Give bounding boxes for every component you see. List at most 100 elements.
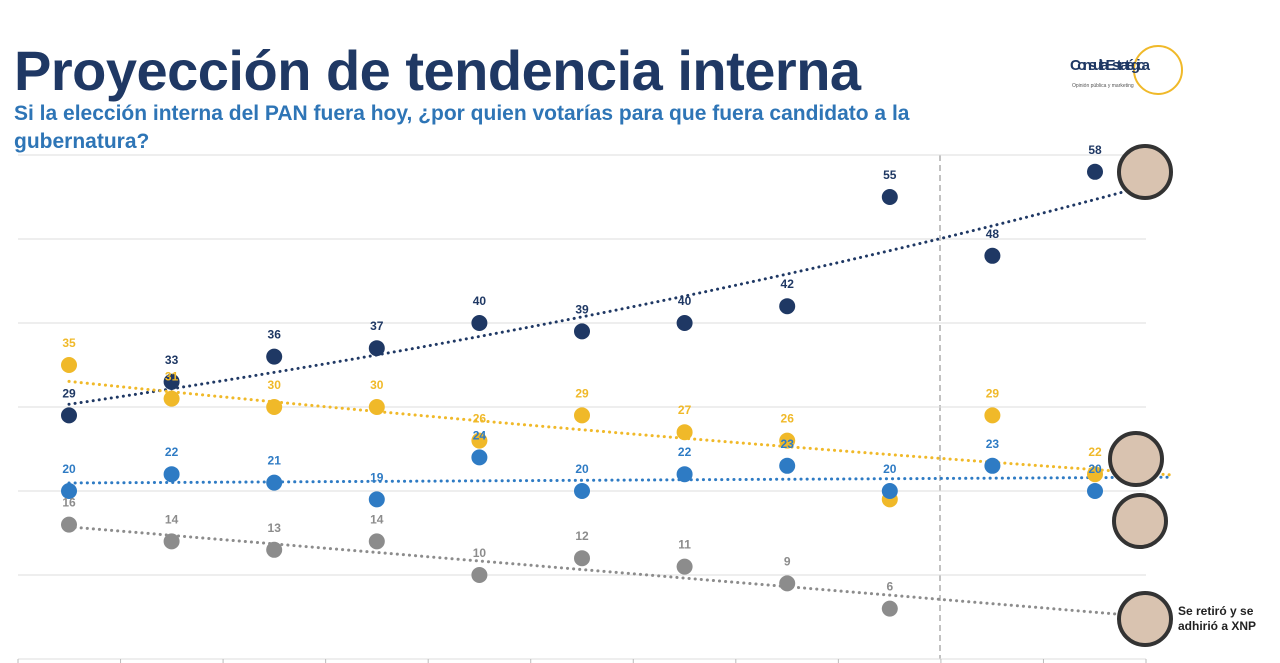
data-label: 23 <box>781 437 795 451</box>
annotation-box: Se retiró y se adhirió a XNP <box>1178 604 1257 633</box>
point <box>881 189 898 205</box>
point <box>61 357 77 373</box>
photo <box>1117 144 1173 200</box>
data-label: 20 <box>883 462 897 476</box>
point <box>368 340 385 357</box>
annotation: Se retiró y se adhirió a XNP <box>1178 604 1257 633</box>
point <box>266 348 283 365</box>
logo-name: Consulta Estratégica <box>1070 57 1151 74</box>
data-label: 29 <box>986 386 1000 400</box>
point <box>163 466 180 483</box>
point <box>984 247 1001 264</box>
data-label: 31 <box>165 370 179 384</box>
data-label: 23 <box>986 437 1000 451</box>
data-label: 55 <box>883 168 897 182</box>
data-label: 58 <box>1088 143 1102 157</box>
data-label: 26 <box>781 412 795 426</box>
photo <box>1108 431 1164 487</box>
data-label: 26 <box>473 412 487 426</box>
data-label: 24 <box>473 428 487 442</box>
point <box>779 575 796 592</box>
data-label: 11 <box>678 538 691 552</box>
data-label: 20 <box>575 462 589 476</box>
data-label: 48 <box>986 227 1000 241</box>
data-label: 42 <box>781 277 795 291</box>
point <box>471 315 488 331</box>
photo <box>1112 493 1168 549</box>
point <box>574 483 590 499</box>
point <box>1087 163 1103 180</box>
data-label: 33 <box>165 353 179 367</box>
trendline <box>67 379 1174 477</box>
point <box>61 483 77 499</box>
point <box>266 474 283 491</box>
point <box>471 567 488 583</box>
logo-tagline: Opinión pública y marketing <box>1072 83 1134 89</box>
point <box>266 399 283 415</box>
data-label: 12 <box>575 529 589 543</box>
data-label: 9 <box>784 554 791 568</box>
point <box>368 491 385 508</box>
data-label: 21 <box>268 454 282 468</box>
data-label: 20 <box>1088 462 1102 476</box>
logo-ring <box>1133 45 1183 95</box>
point <box>61 516 77 533</box>
data-label: 40 <box>678 294 692 308</box>
data-label: 29 <box>62 386 76 400</box>
data-label: 6 <box>886 580 893 594</box>
data-label: 19 <box>370 470 384 484</box>
point <box>368 399 385 415</box>
data-label: 27 <box>678 403 692 417</box>
chart-title: Proyección de tendencia interna <box>14 39 861 102</box>
photos <box>1108 144 1173 647</box>
photo <box>1117 591 1173 647</box>
point <box>881 600 898 617</box>
point <box>676 424 693 441</box>
point <box>1087 466 1103 483</box>
data-label: 13 <box>268 521 282 535</box>
data-label: 36 <box>268 328 282 342</box>
point <box>779 298 796 315</box>
logo: Consulta Estratégica Opinión pública y m… <box>1070 45 1183 95</box>
point <box>1087 483 1103 499</box>
point <box>163 373 180 390</box>
point <box>574 550 590 567</box>
point <box>676 558 693 575</box>
trendline <box>67 525 1174 621</box>
data-label: 20 <box>62 462 76 476</box>
point <box>163 533 180 550</box>
point <box>676 315 693 331</box>
point <box>471 449 488 466</box>
data-label: 14 <box>370 512 384 526</box>
point <box>266 541 283 558</box>
data-label: 39 <box>575 302 589 316</box>
chart-subtitle: Si la elección interna del PAN fuera hoy… <box>14 102 910 153</box>
point <box>574 323 590 340</box>
point <box>984 457 1001 474</box>
data-label: 16 <box>62 496 76 510</box>
data-label: 30 <box>268 378 282 392</box>
point <box>163 390 180 407</box>
trendline <box>67 177 1174 406</box>
data-label: 22 <box>678 445 692 459</box>
data-label: 14 <box>165 512 179 526</box>
data-label: 29 <box>575 386 589 400</box>
data-label: 40 <box>473 294 487 308</box>
data-label: 22 <box>165 445 179 459</box>
point <box>574 407 590 424</box>
data-label: 10 <box>473 546 487 560</box>
data-label: 35 <box>62 336 76 350</box>
point <box>779 457 796 474</box>
data-label: 22 <box>1088 445 1102 459</box>
data-label: 30 <box>370 378 384 392</box>
trendline <box>67 475 1174 485</box>
point <box>779 432 796 449</box>
point <box>471 432 488 449</box>
point <box>676 466 693 483</box>
point <box>881 483 898 499</box>
data-label: 37 <box>370 319 384 333</box>
point <box>368 533 385 550</box>
point <box>984 407 1001 424</box>
